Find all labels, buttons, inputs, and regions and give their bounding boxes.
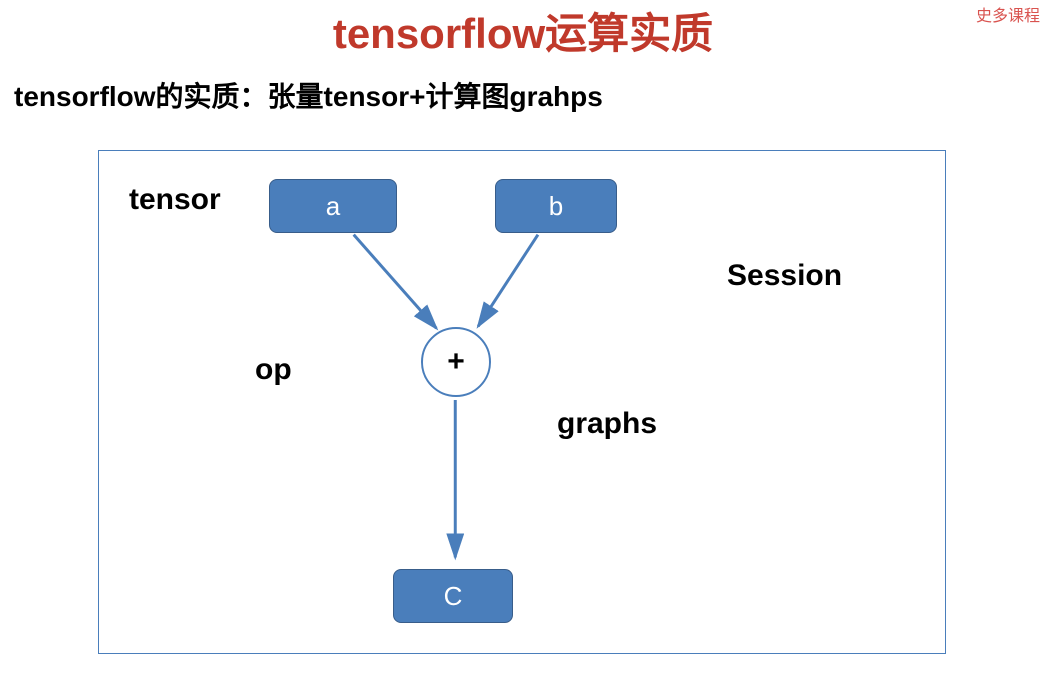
node-b: b [495,179,617,233]
label-tensor: tensor [129,183,221,217]
watermark-text: 史多课程 [976,2,1040,26]
node-c: C [393,569,513,623]
op-node-label: + [447,345,465,379]
node-b-label: b [549,191,563,222]
label-session: Session [727,259,842,293]
node-a: a [269,179,397,233]
node-c-label: C [444,581,463,612]
op-node: + [421,327,491,397]
diagram-container: tensor Session op graphs a b C + [98,150,946,654]
subtitle-text: tensorflow的实质：张量tensor+计算图grahps [14,75,603,115]
node-a-label: a [326,191,340,222]
label-graphs: graphs [557,407,657,441]
page-title: tensorflow运算实质 [0,0,1046,61]
label-op: op [255,353,292,387]
